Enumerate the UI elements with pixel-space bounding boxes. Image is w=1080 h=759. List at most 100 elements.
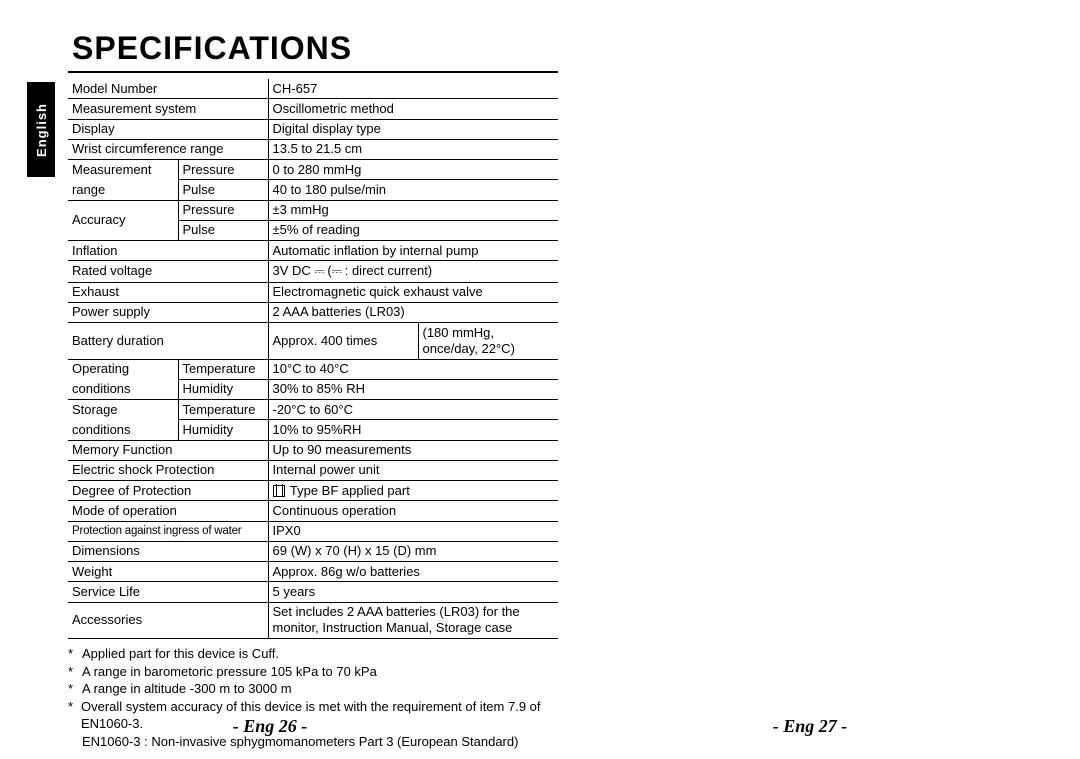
spec-value: Up to 90 measurements [268, 440, 558, 460]
table-row: Storage Temperature -20°C to 60°C [68, 400, 558, 420]
spec-value: Approx. 400 times [268, 323, 418, 360]
table-row: Model Number CH-657 [68, 79, 558, 99]
specifications-table: Model Number CH-657 Measurement system O… [68, 79, 558, 639]
table-row: Display Digital display type [68, 119, 558, 139]
table-row: Rated voltage 3V DC ⎓ (⎓ : direct curren… [68, 261, 558, 282]
spec-label: Model Number [68, 79, 268, 99]
dc-symbol-icon: ⎓ [314, 264, 323, 279]
spec-value: 0 to 280 mmHg [268, 160, 558, 180]
spec-value: Oscillometric method [268, 99, 558, 119]
spec-value: Type BF applied part [268, 481, 558, 501]
spec-label: conditions [68, 420, 178, 440]
spec-label: Storage [68, 400, 178, 420]
spec-label: Weight [68, 562, 268, 582]
spec-label: conditions [68, 379, 178, 399]
spec-label: Battery duration [68, 323, 268, 360]
note-line: *A range in altitude -300 m to 3000 m [68, 680, 568, 698]
title-rule [68, 71, 558, 73]
table-row: conditions Humidity 10% to 95%RH [68, 420, 558, 440]
spec-sublabel: Pressure [178, 200, 268, 220]
table-row: Power supply 2 AAA batteries (LR03) [68, 302, 558, 322]
spec-label: Operating [68, 359, 178, 379]
spec-value: IPX0 [268, 521, 558, 541]
table-row: Battery duration Approx. 400 times (180 … [68, 323, 558, 360]
spec-value: -20°C to 60°C [268, 400, 558, 420]
spec-value: 5 years [268, 582, 558, 602]
note-line: *Applied part for this device is Cuff. [68, 645, 568, 663]
language-tab: English [27, 82, 55, 177]
table-row: Electric shock Protection Internal power… [68, 460, 558, 480]
note-text: Applied part for this device is Cuff. [82, 645, 279, 663]
spec-label: Inflation [68, 241, 268, 261]
spec-value: CH-657 [268, 79, 558, 99]
spec-sublabel: Humidity [178, 379, 268, 399]
table-row: Wrist circumference range 13.5 to 21.5 c… [68, 139, 558, 159]
rv-suffix: : direct current) [341, 263, 432, 278]
spec-sublabel: Temperature [178, 359, 268, 379]
spec-label: Wrist circumference range [68, 139, 268, 159]
spec-value: ±5% of reading [268, 220, 558, 240]
spec-value: 3V DC ⎓ (⎓ : direct current) [268, 261, 558, 282]
table-row: Weight Approx. 86g w/o batteries [68, 562, 558, 582]
spec-value: Digital display type [268, 119, 558, 139]
dc-symbol-icon: ⎓ [332, 264, 341, 279]
spec-label: range [68, 180, 178, 200]
spec-sublabel: Humidity [178, 420, 268, 440]
rv-mid: ( [324, 263, 332, 278]
spec-label: Accessories [68, 602, 268, 639]
spec-label: Electric shock Protection [68, 460, 268, 480]
spec-value: Electromagnetic quick exhaust valve [268, 282, 558, 302]
table-row: Exhaust Electromagnetic quick exhaust va… [68, 282, 558, 302]
spec-label: Accuracy [68, 200, 178, 241]
spec-label: Rated voltage [68, 261, 268, 282]
table-row: Measurement Pressure 0 to 280 mmHg [68, 160, 558, 180]
table-row: Measurement system Oscillometric method [68, 99, 558, 119]
table-row: Inflation Automatic inflation by interna… [68, 241, 558, 261]
spec-value: 40 to 180 pulse/min [268, 180, 558, 200]
spec-note: (180 mmHg, once/day, 22°C) [418, 323, 558, 360]
spec-value: Approx. 86g w/o batteries [268, 562, 558, 582]
note-text: A range in barometoric pressure 105 kPa … [82, 663, 377, 681]
spec-sublabel: Pressure [178, 160, 268, 180]
spec-label: Measurement [68, 160, 178, 180]
table-row: Accessories Set includes 2 AAA batteries… [68, 602, 558, 639]
spec-value: ±3 mmHg [268, 200, 558, 220]
table-row: Memory Function Up to 90 measurements [68, 440, 558, 460]
spec-value: 13.5 to 21.5 cm [268, 139, 558, 159]
table-row: Mode of operation Continuous operation [68, 501, 558, 521]
note-text: A range in altitude -300 m to 3000 m [82, 680, 292, 698]
spec-label: Display [68, 119, 268, 139]
rv-prefix: 3V DC [273, 263, 315, 278]
spec-sublabel: Temperature [178, 400, 268, 420]
page-number-right: - Eng 27 - [773, 716, 848, 737]
spec-sublabel: Pulse [178, 180, 268, 200]
spec-label: Service Life [68, 582, 268, 602]
spec-value: 2 AAA batteries (LR03) [268, 302, 558, 322]
page-number-left: - Eng 26 - [233, 716, 308, 737]
table-row: Accuracy Pressure ±3 mmHg [68, 200, 558, 220]
spec-label: Dimensions [68, 541, 268, 561]
spec-value: Set includes 2 AAA batteries (LR03) for … [268, 602, 558, 639]
page-footer: - Eng 26 - - Eng 27 - [0, 716, 1080, 737]
spec-value: Automatic inflation by internal pump [268, 241, 558, 261]
degree-protection-text: Type BF applied part [287, 483, 410, 498]
spec-label: Exhaust [68, 282, 268, 302]
table-row: Degree of Protection Type BF applied par… [68, 481, 558, 501]
table-row: range Pulse 40 to 180 pulse/min [68, 180, 558, 200]
spec-value: Continuous operation [268, 501, 558, 521]
spec-label: Memory Function [68, 440, 268, 460]
spec-value: Internal power unit [268, 460, 558, 480]
table-row: Protection against ingress of water IPX0 [68, 521, 558, 541]
table-row: Operating Temperature 10°C to 40°C [68, 359, 558, 379]
spec-sublabel: Pulse [178, 220, 268, 240]
table-row: Dimensions 69 (W) x 70 (H) x 15 (D) mm [68, 541, 558, 561]
spec-label: Mode of operation [68, 501, 268, 521]
note-line: *A range in barometoric pressure 105 kPa… [68, 663, 568, 681]
spec-label: Power supply [68, 302, 268, 322]
spec-value: 10% to 95%RH [268, 420, 558, 440]
manual-page: English SPECIFICATIONS Model Number CH-6… [0, 0, 1080, 759]
spec-value: 10°C to 40°C [268, 359, 558, 379]
spec-value: 69 (W) x 70 (H) x 15 (D) mm [268, 541, 558, 561]
spec-label: Measurement system [68, 99, 268, 119]
language-tab-text: English [34, 103, 49, 157]
